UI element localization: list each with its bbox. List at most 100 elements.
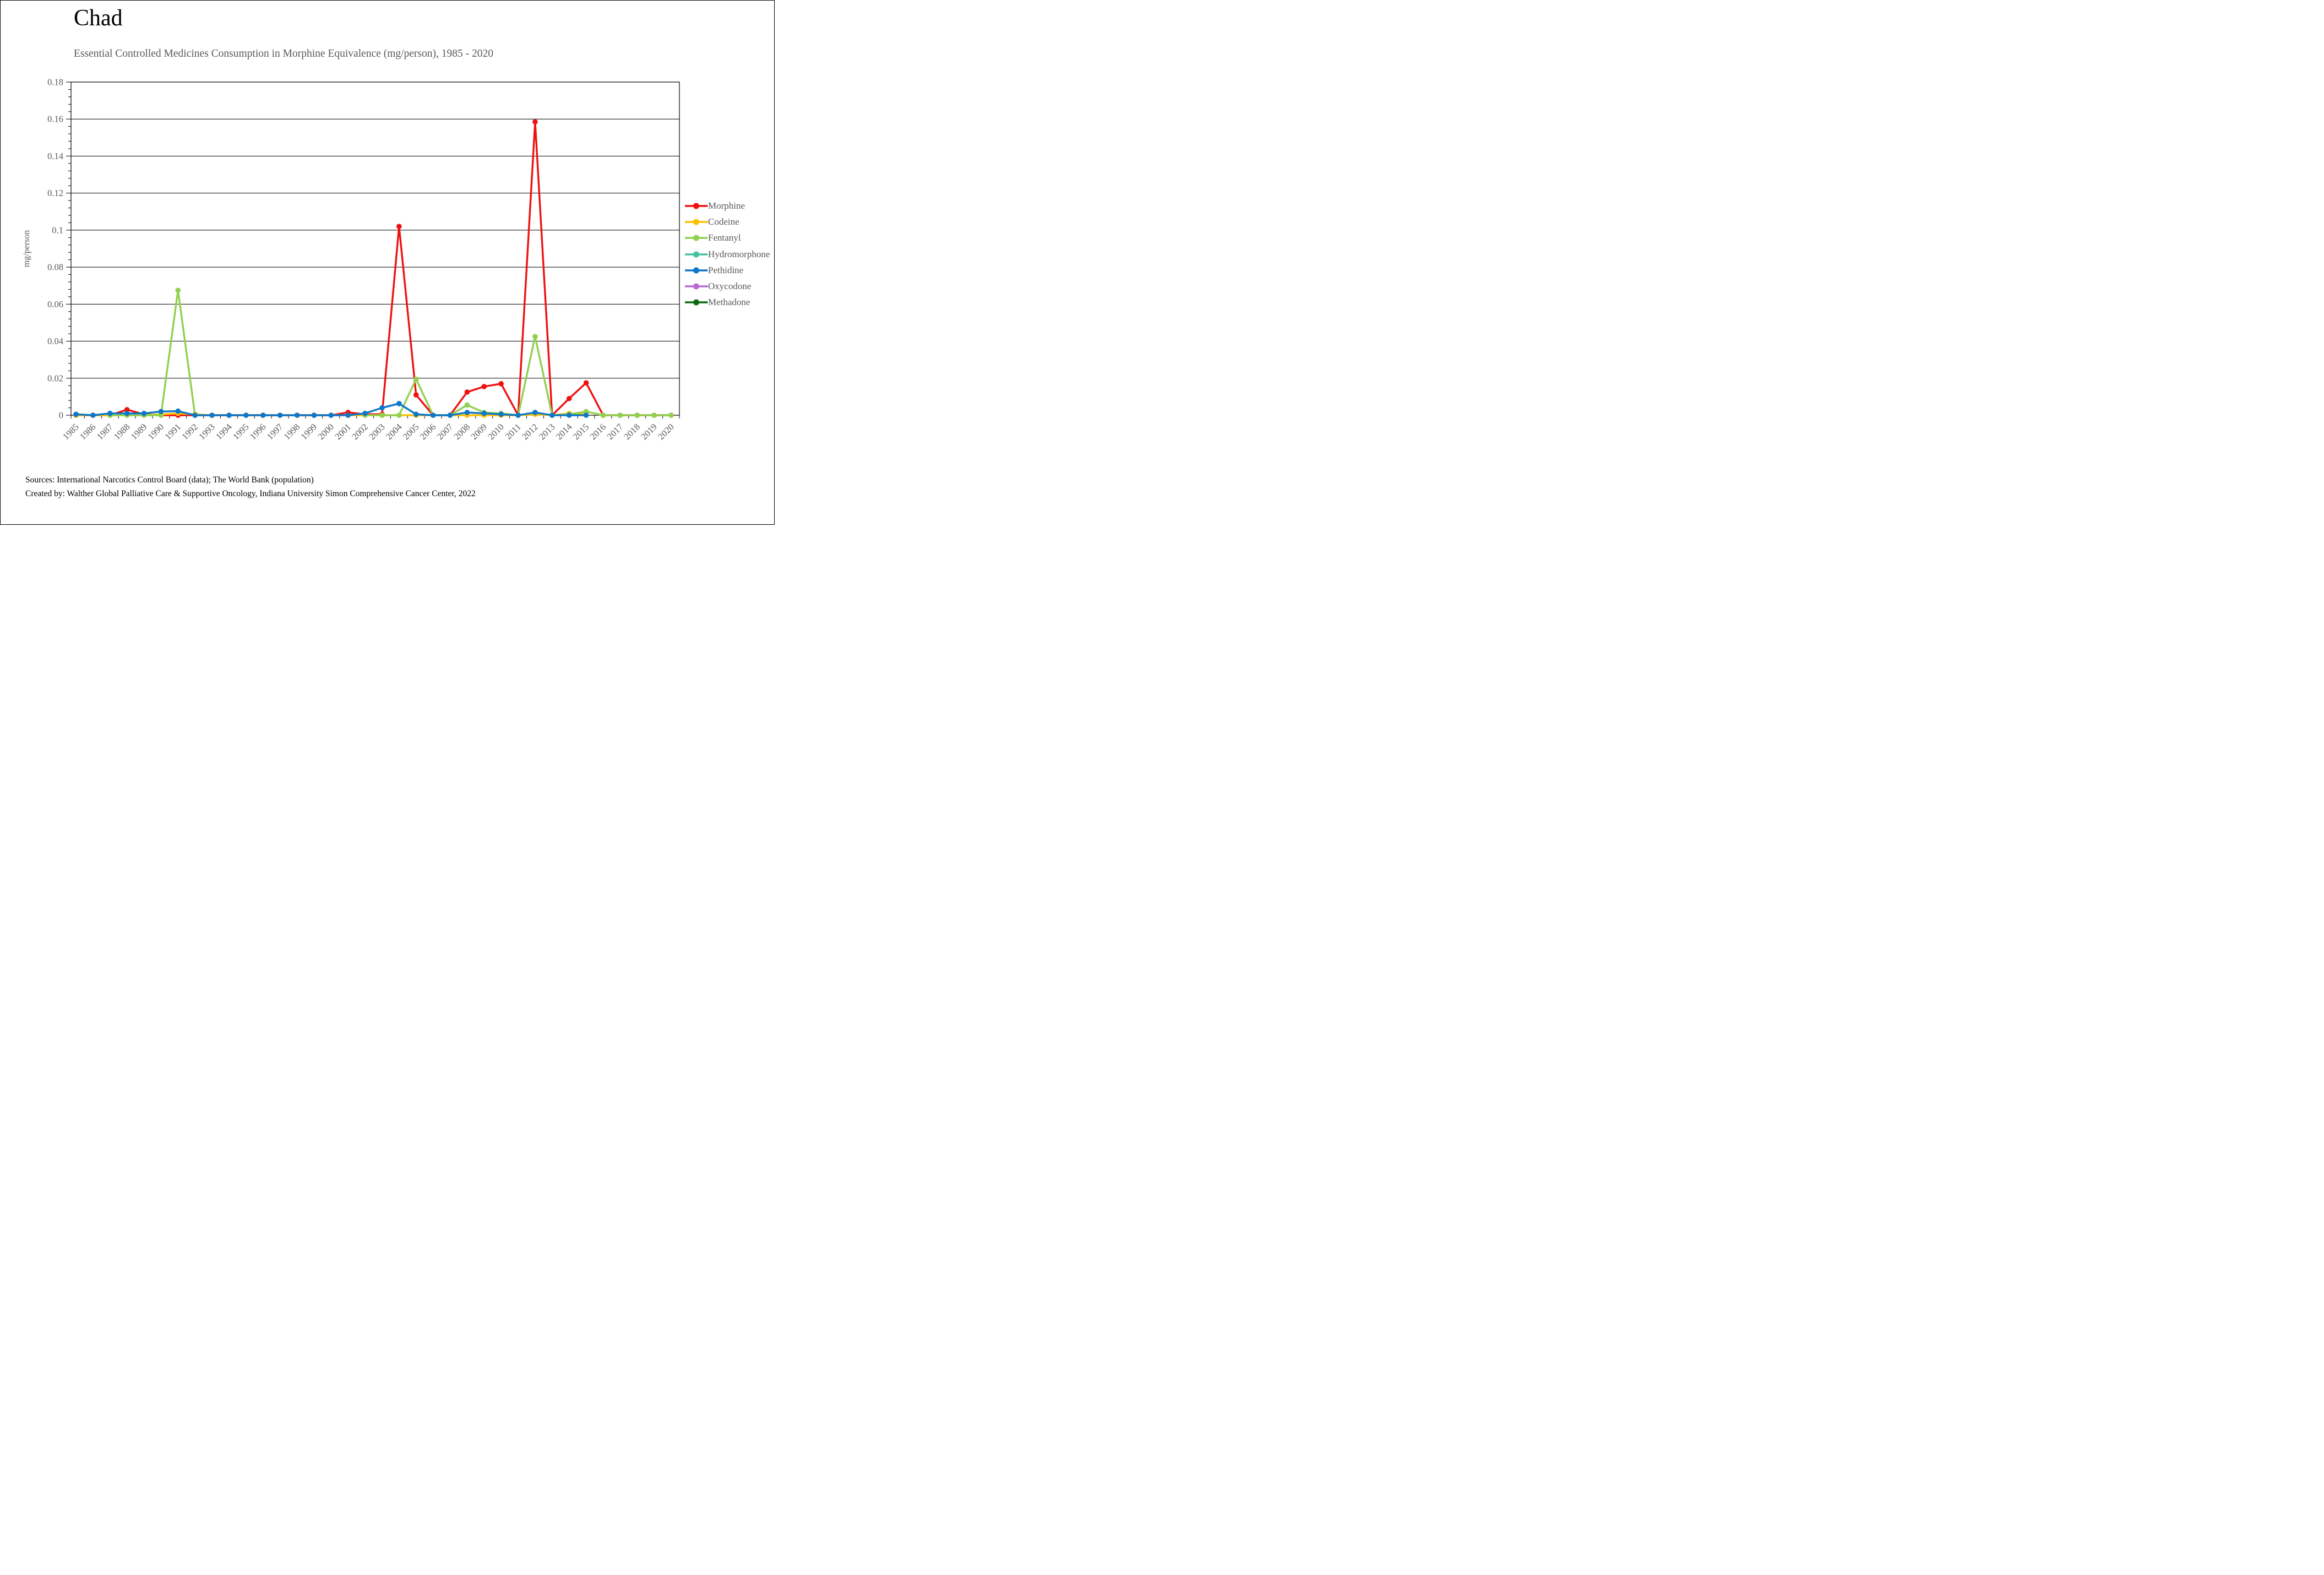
series-morphine-marker [413,392,419,398]
legend-line-marker-icon [685,251,708,258]
x-tick-label: 1988 [112,421,132,442]
x-tick-label: 2020 [656,421,676,442]
legend-line-marker-icon [685,283,708,290]
x-tick-label: 2004 [384,421,404,442]
series-pethidine-marker [566,412,572,418]
series-fentanyl-marker [532,334,538,339]
x-tick-label: 1998 [282,421,302,442]
legend-line-marker-icon [685,203,708,209]
x-tick-label: 2006 [418,421,438,442]
legend-label: Pethidine [708,264,744,275]
x-tick-label: 2019 [639,421,659,442]
y-tick-label: 0.04 [47,336,63,346]
series-pethidine-marker [549,412,555,418]
legend-line-marker-icon [685,267,708,274]
y-tick-label: 0.12 [47,188,63,198]
x-tick-label: 2005 [401,421,421,442]
chart-subtitle: Essential Controlled Medicines Consumpti… [74,48,494,59]
series-pethidine-marker [158,409,164,415]
series-pethidine-marker [447,412,453,418]
x-tick-label: 2016 [588,421,608,442]
x-tick-label: 1991 [162,421,183,442]
y-tick-label: 0.16 [47,114,63,124]
series-pethidine-marker [277,412,283,418]
x-tick-label: 2007 [435,421,455,442]
legend-dot [693,267,699,274]
series-pethidine-marker [583,412,589,418]
x-tick-label: 2002 [350,421,370,442]
series-morphine-marker [481,384,487,389]
legend-item-methadone: Methadone [685,295,770,311]
series-pethidine-marker [498,411,504,417]
x-tick-label: 1999 [298,421,319,442]
series-pethidine-marker [124,410,130,416]
series-morphine-marker [124,407,130,412]
legend-label: Morphine [708,200,745,211]
y-tick-label: 0.14 [47,151,63,161]
series-morphine-line [75,121,672,416]
x-tick-label: 1985 [61,421,81,442]
footer-sources: Sources: International Narcotics Control… [25,475,314,485]
x-tick-label: 2001 [333,421,353,442]
legend-label: Methadone [708,297,750,308]
legend-item-hydromorphone: Hydromorphone [685,246,770,262]
legend-label: Codeine [708,216,739,227]
series-pethidine-marker [243,412,249,418]
plot-border [70,82,680,416]
series-pethidine-marker [141,410,147,416]
legend-label: Fentanyl [708,232,741,243]
legend-dot [693,235,699,241]
x-tick-label: 2011 [503,421,523,441]
series-fentanyl-marker [617,412,623,418]
x-tick-label: 2003 [367,421,387,442]
series-pethidine-marker [515,412,521,418]
series-pethidine-marker [413,411,419,417]
x-tick-label: 2017 [605,421,625,442]
series-pethidine-marker [396,401,402,406]
series-pethidine-marker [209,412,215,418]
y-axis-title: mg/person [22,230,31,268]
series-pethidine-marker [192,412,198,418]
x-tick-label: 1986 [78,421,98,442]
x-tick-label: 1989 [129,421,149,442]
x-tick-label: 1995 [231,421,251,442]
chart-canvas: Chad Essential Controlled Medicines Cons… [0,0,775,525]
series-fentanyl-marker [175,287,181,293]
x-tick-label: 2014 [554,421,574,442]
x-tick-label: 2013 [537,421,557,442]
series-fentanyl-marker [396,412,402,418]
series-fentanyl-marker [413,376,419,382]
y-tick-label: 0.1 [52,225,63,235]
plot-area: 0 0.02 0.04 0.06 0.08 0.1 0.12 0.14 0.16 0.18 1985… [22,77,680,442]
x-tick-label: 1993 [197,421,217,442]
series-fentanyl-line [109,289,196,416]
legend-item-codeine: Codeine [685,214,770,230]
series-pethidine-marker [107,410,113,416]
legend-dot [693,203,699,209]
series-pethidine-marker [362,410,368,416]
x-tick-label: 2000 [315,421,336,442]
x-tick-label: 1994 [214,421,234,442]
legend-label: Hydromorphone [708,248,770,259]
series-pethidine-marker [294,412,300,418]
x-tick-label: 2012 [520,421,540,442]
series-pethidine-marker [430,412,436,418]
series-morphine-marker [498,381,504,387]
series-pethidine-marker [379,405,385,411]
series-fentanyl-marker [651,412,657,418]
series-pethidine-marker [345,412,351,418]
series-pethidine-marker [481,410,487,416]
x-tick-label: 1997 [265,421,285,442]
series-pethidine-marker [532,410,538,415]
series-pethidine-marker [226,412,232,418]
series-fentanyl-marker [583,409,589,415]
series-morphine-marker [583,380,589,385]
series-pethidine-marker [464,410,470,415]
legend-item-oxycodone: Oxycodone [685,278,770,294]
series-fentanyl-marker [158,412,164,418]
y-tick-label: 0.06 [47,299,63,309]
x-tick-label: 2008 [451,421,472,442]
series-pethidine-marker [175,408,181,414]
series-morphine-marker [532,119,538,125]
series-pethidine-marker [311,412,317,418]
